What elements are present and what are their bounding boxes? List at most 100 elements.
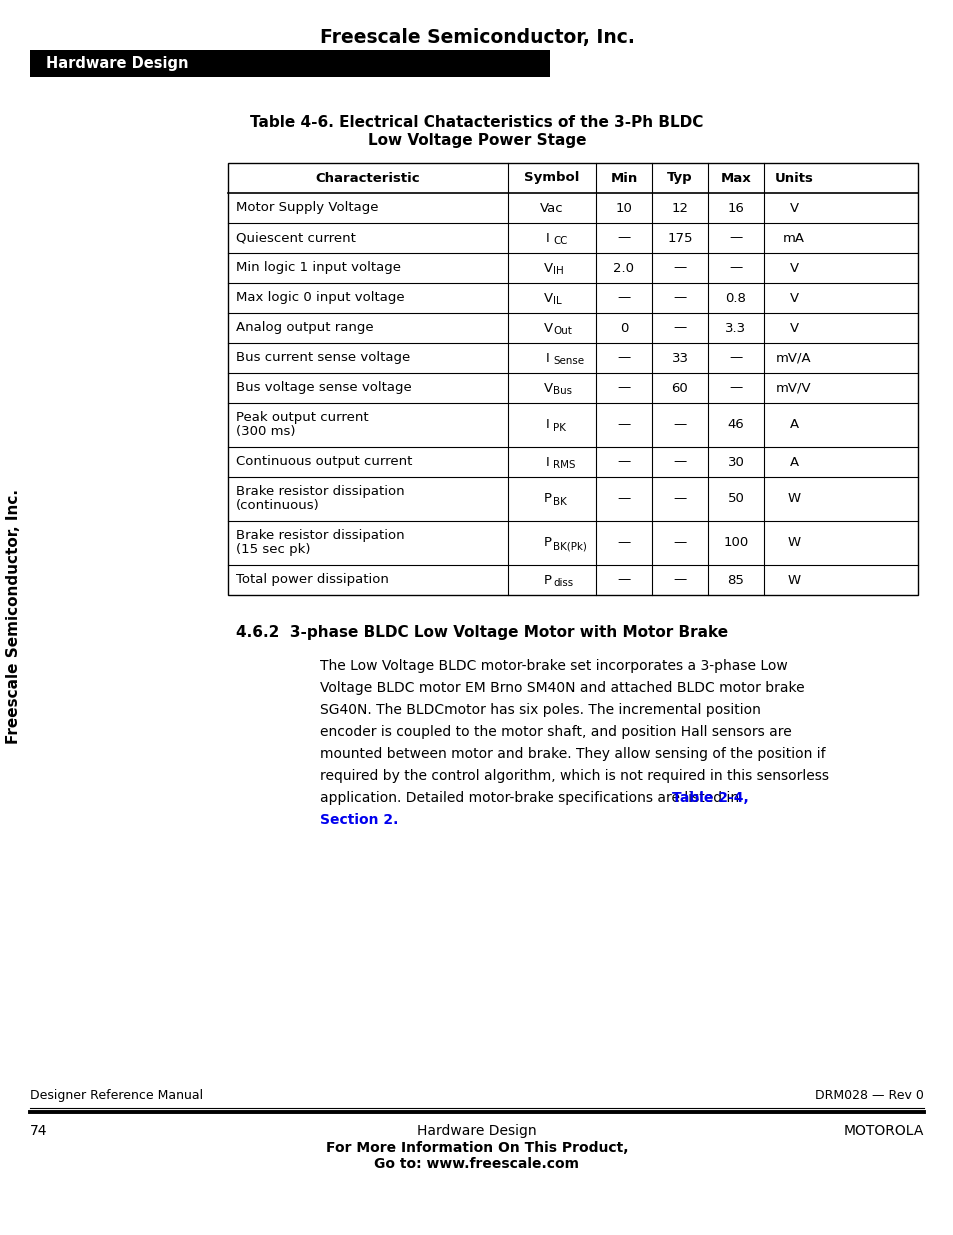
Text: 46: 46 [727,419,743,431]
Text: 16: 16 [727,201,743,215]
Text: 60: 60 [671,382,688,394]
Text: Hardware Design: Hardware Design [46,56,189,70]
Text: —: — [617,536,630,550]
Text: 74: 74 [30,1124,48,1137]
Text: A: A [789,419,798,431]
Text: BK: BK [553,498,566,508]
Text: I: I [545,352,549,364]
Text: Table 2-4,: Table 2-4, [671,790,747,805]
Text: —: — [729,262,741,274]
Text: Freescale Semiconductor, Inc.: Freescale Semiconductor, Inc. [7,489,22,745]
Text: V: V [543,382,552,394]
Text: —: — [673,321,686,335]
Text: encoder is coupled to the motor shaft, and position Hall sensors are: encoder is coupled to the motor shaft, a… [319,725,791,739]
Text: 30: 30 [727,456,743,468]
Text: V: V [789,291,798,305]
Text: —: — [673,573,686,587]
Text: Table 4-6. Electrical Chatacteristics of the 3-Ph BLDC: Table 4-6. Electrical Chatacteristics of… [250,115,703,130]
Text: 2.0: 2.0 [613,262,634,274]
Text: mV/A: mV/A [776,352,811,364]
Text: Min: Min [610,172,637,184]
Text: W: W [786,573,800,587]
Text: 4.6.2  3-phase BLDC Low Voltage Motor with Motor Brake: 4.6.2 3-phase BLDC Low Voltage Motor wit… [235,625,727,640]
Text: V: V [789,201,798,215]
Text: —: — [617,382,630,394]
Text: 50: 50 [727,493,743,505]
Text: mounted between motor and brake. They allow sensing of the position if: mounted between motor and brake. They al… [319,747,824,761]
Text: W: W [786,536,800,550]
Text: V: V [789,262,798,274]
Text: —: — [617,231,630,245]
Text: 10: 10 [615,201,632,215]
Text: V: V [543,291,552,305]
Text: Sense: Sense [553,357,584,367]
Text: Low Voltage Power Stage: Low Voltage Power Stage [367,133,586,148]
Text: —: — [729,382,741,394]
Text: mV/V: mV/V [776,382,811,394]
Text: The Low Voltage BLDC motor-brake set incorporates a 3-phase Low: The Low Voltage BLDC motor-brake set inc… [319,659,787,673]
Text: Peak output current: Peak output current [235,411,368,425]
Text: 0: 0 [619,321,627,335]
Text: Voltage BLDC motor EM Brno SM40N and attached BLDC motor brake: Voltage BLDC motor EM Brno SM40N and att… [319,680,803,695]
Text: P: P [543,536,552,550]
Text: BK(Pk): BK(Pk) [553,541,586,551]
Text: Vac: Vac [539,201,563,215]
Text: I: I [545,419,549,431]
Text: Max logic 0 input voltage: Max logic 0 input voltage [235,291,404,305]
Text: 85: 85 [727,573,743,587]
Bar [228,163,917,595]
Text: Analog output range: Analog output range [235,321,374,335]
Text: I: I [545,456,549,468]
Text: mA: mA [782,231,804,245]
Text: V: V [789,321,798,335]
Text: Go to: www.freescale.com: Go to: www.freescale.com [375,1157,578,1171]
Text: P: P [543,493,552,505]
Text: —: — [729,231,741,245]
Text: PK: PK [553,424,565,433]
Text: —: — [617,573,630,587]
Text: Total power dissipation: Total power dissipation [235,573,389,587]
Text: RMS: RMS [553,461,575,471]
Text: —: — [673,262,686,274]
Text: Typ: Typ [666,172,692,184]
Text: —: — [617,456,630,468]
Text: —: — [729,352,741,364]
Text: 3.3: 3.3 [724,321,746,335]
Text: Brake resistor dissipation: Brake resistor dissipation [235,485,404,499]
Text: Characteristic: Characteristic [315,172,420,184]
Text: 12: 12 [671,201,688,215]
Text: —: — [617,419,630,431]
Text: Section 2.: Section 2. [319,813,398,827]
Text: V: V [543,262,552,274]
Text: 33: 33 [671,352,688,364]
Text: diss: diss [553,578,573,588]
Text: —: — [673,291,686,305]
Text: required by the control algorithm, which is not required in this sensorless: required by the control algorithm, which… [319,769,828,783]
Text: IL: IL [553,296,561,306]
Text: Hardware Design: Hardware Design [416,1124,537,1137]
Text: Bus voltage sense voltage: Bus voltage sense voltage [235,382,412,394]
Text: Brake resistor dissipation: Brake resistor dissipation [235,530,404,542]
Text: 0.8: 0.8 [725,291,745,305]
Text: 175: 175 [666,231,692,245]
Text: application. Detailed motor-brake specifications are listed in: application. Detailed motor-brake specif… [319,790,742,805]
Text: Continuous output current: Continuous output current [235,456,412,468]
Text: P: P [543,573,552,587]
Text: (300 ms): (300 ms) [235,426,295,438]
Text: —: — [617,493,630,505]
Text: Max: Max [720,172,751,184]
Text: For More Information On This Product,: For More Information On This Product, [325,1141,628,1155]
Text: Min logic 1 input voltage: Min logic 1 input voltage [235,262,400,274]
Text: V: V [543,321,552,335]
Text: —: — [617,291,630,305]
Text: A: A [789,456,798,468]
Text: 100: 100 [722,536,748,550]
Text: Quiescent current: Quiescent current [235,231,355,245]
Text: IH: IH [553,267,563,277]
Text: —: — [617,352,630,364]
Text: I: I [545,231,549,245]
Text: Out: Out [553,326,572,336]
Text: —: — [673,493,686,505]
Text: DRM028 — Rev 0: DRM028 — Rev 0 [814,1089,923,1102]
Text: Bus current sense voltage: Bus current sense voltage [235,352,410,364]
